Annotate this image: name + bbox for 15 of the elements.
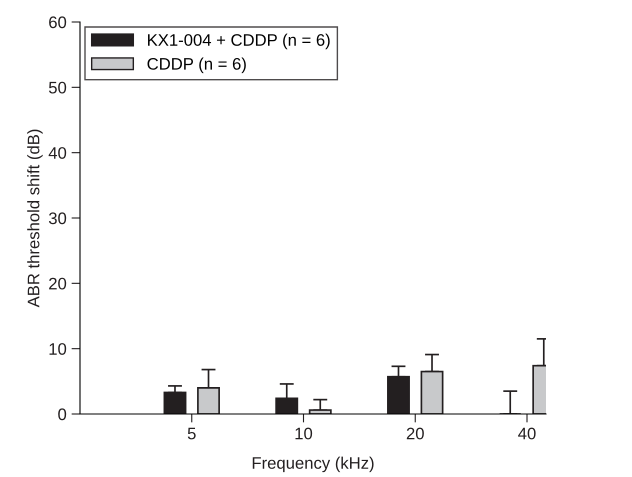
y-axis-title: ABR threshold shift (dB) [27,130,43,308]
y-tick-label: 30 [48,212,66,224]
y-tick-label: 60 [49,16,66,28]
y-tick-label: 50 [48,82,66,94]
y-tick-label: 10 [50,343,66,355]
y-tick-label: 0 [58,408,66,420]
y-tick-label: 40 [48,147,66,159]
x-tick-label: 5 [188,428,196,440]
x-tick-label: 40 [518,428,536,440]
legend-label: KX1-004 + CDDP (n = 6) [148,34,330,50]
legend-label: CDDP (n = 6) [148,58,246,74]
x-axis-title: Frequency (kHz) [252,456,374,472]
x-tick-label: 10 [296,428,312,440]
y-tick-label: 20 [49,278,66,290]
x-tick-label: 20 [406,428,424,440]
